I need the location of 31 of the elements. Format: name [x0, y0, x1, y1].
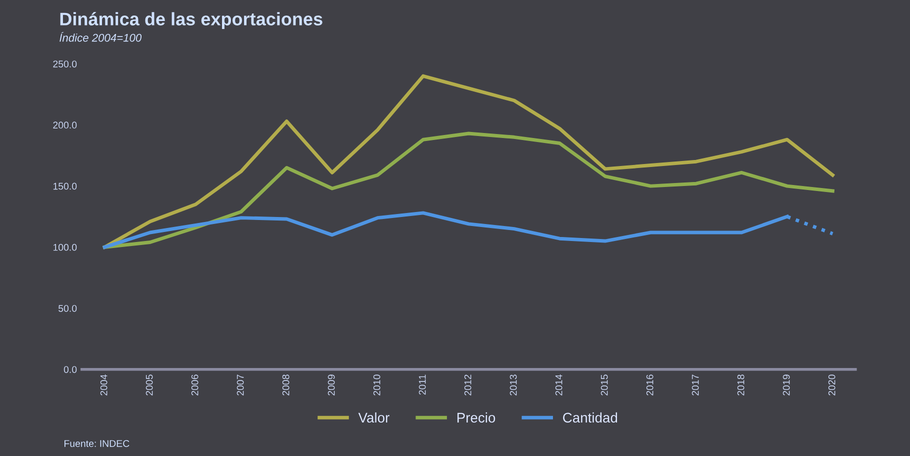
y-tick-label: 250.0 [53, 60, 77, 68]
y-tick-label: 0.0 [64, 366, 77, 373]
x-tick-label: 2017 [692, 374, 699, 396]
x-tick-label: 2009 [328, 374, 335, 396]
x-tick-label: 2010 [373, 374, 380, 396]
chart-subtitle: Índice 2004=100 [60, 32, 142, 42]
line-series [102, 74, 834, 249]
line-series [102, 132, 834, 249]
x-tick-label: 2020 [828, 374, 836, 396]
x-tick-label: 2015 [600, 374, 608, 396]
source-note: Fuente: INDEC [64, 440, 130, 447]
x-tick-label: 2016 [646, 374, 654, 396]
x-tick-label: 2014 [555, 374, 562, 396]
legend-label: Precio [457, 412, 496, 423]
x-tick-label: 2018 [737, 374, 744, 396]
y-tick-label: 200.0 [53, 122, 77, 129]
x-tick-label: 2007 [236, 374, 244, 396]
x-tick-label: 2013 [510, 374, 517, 396]
x-tick-label: 2012 [464, 374, 472, 396]
x-tick-label: 2004 [100, 374, 108, 396]
x-tick-label: 2006 [191, 374, 198, 396]
y-tick-label: 50.0 [58, 304, 77, 312]
x-tick-label: 2011 [418, 374, 426, 395]
x-tick-label: 2008 [282, 374, 290, 396]
x-tick-label: 2005 [146, 374, 153, 396]
y-tick-label: 150.0 [53, 182, 77, 190]
legend-label: Valor [358, 412, 390, 423]
legend-label: Cantidad [563, 412, 618, 423]
chart-title: Dinámica de las exportaciones [60, 12, 322, 30]
x-tick-label: 2019 [782, 374, 790, 396]
y-tick-label: 100.0 [53, 244, 77, 251]
